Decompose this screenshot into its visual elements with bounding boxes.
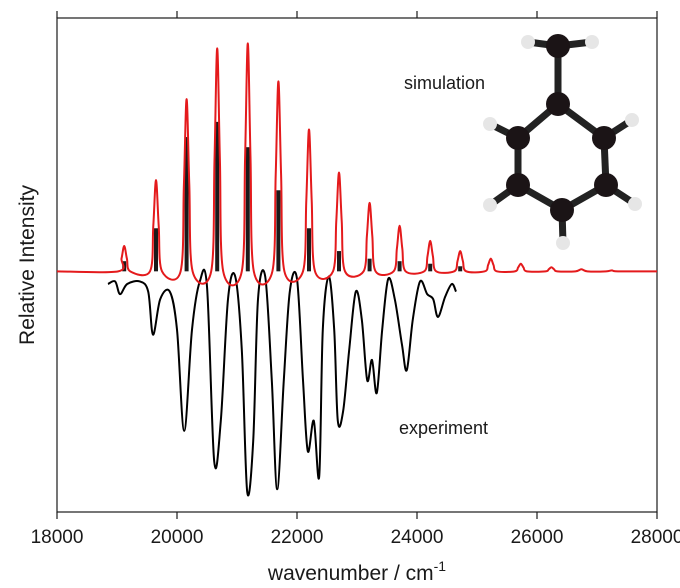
stick xyxy=(184,137,189,272)
x-tick-label: 18000 xyxy=(31,527,84,548)
x-tick-label: 20000 xyxy=(151,527,204,548)
x-tick-label: 24000 xyxy=(391,527,444,548)
x-tick-label: 22000 xyxy=(271,527,324,548)
stick xyxy=(276,190,281,272)
stick xyxy=(397,261,402,272)
stick xyxy=(367,258,372,272)
spectrum-line xyxy=(107,268,457,497)
spectrum-line xyxy=(57,42,657,287)
x-axis-title-superscript: -1 xyxy=(434,558,447,574)
stick xyxy=(428,263,433,272)
stick xyxy=(307,228,311,272)
plot-area xyxy=(57,42,657,497)
stick xyxy=(458,266,463,272)
stick xyxy=(245,147,250,272)
x-tick-label: 28000 xyxy=(631,527,680,548)
molecule xyxy=(483,34,642,250)
stick xyxy=(337,251,341,272)
x-tick-label: 26000 xyxy=(511,527,564,548)
stick xyxy=(154,228,158,272)
simulation-label: simulation xyxy=(404,73,485,93)
stick xyxy=(215,121,220,272)
plot-frame xyxy=(56,17,658,513)
x-axis-title-text: wavenumber / cm xyxy=(267,562,434,585)
x-axis-title: wavenumber / cm-1 xyxy=(267,558,446,585)
experiment-label: experiment xyxy=(399,418,488,438)
y-axis-title: Relative Intensity xyxy=(16,185,39,345)
